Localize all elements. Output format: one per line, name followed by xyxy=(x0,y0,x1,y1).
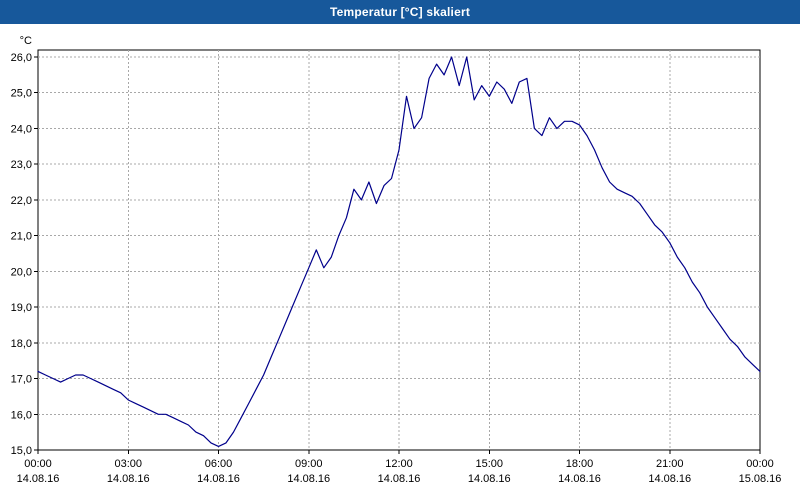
x-tick-date-label: 14.08.16 xyxy=(648,473,691,485)
x-tick-time-label: 15:00 xyxy=(475,458,503,470)
x-tick-time-label: 18:00 xyxy=(566,458,594,470)
y-tick-label: 22,0 xyxy=(11,195,32,207)
temperature-chart: 15,0 16,0 17,0 18,0 19,0 20,0 21,0 22,0 23,0 24,0… xyxy=(11,35,782,485)
y-tick-label: 25,0 xyxy=(11,88,32,100)
y-axis-unit-label: °C xyxy=(20,35,32,47)
y-tick-label: 26,0 xyxy=(11,52,32,64)
y-tick-label: 19,0 xyxy=(11,302,32,314)
x-tick-date-label: 15.08.16 xyxy=(739,473,782,485)
x-tick-date-label: 14.08.16 xyxy=(378,473,421,485)
y-tick-label: 24,0 xyxy=(11,123,32,135)
x-tick-time-label: 00:00 xyxy=(746,458,774,470)
y-tick-label: 15,0 xyxy=(11,445,32,457)
x-tick-time-label: 21:00 xyxy=(656,458,684,470)
y-tick-label: 20,0 xyxy=(11,266,32,278)
x-tick-date-label: 14.08.16 xyxy=(197,473,240,485)
temperature-series-line xyxy=(37,56,761,447)
x-tick-date-label: 14.08.16 xyxy=(107,473,150,485)
x-tick-time-label: 06:00 xyxy=(205,458,233,470)
x-tick-time-label: 00:00 xyxy=(24,458,52,470)
y-tick-label: 17,0 xyxy=(11,374,32,386)
title-bar: Temperatur [°C] skaliert xyxy=(0,0,800,24)
x-tick-date-label: 14.08.16 xyxy=(558,473,601,485)
chart-title: Temperatur [°C] skaliert xyxy=(329,5,471,19)
y-tick-label: 16,0 xyxy=(11,409,32,421)
y-tick-label: 18,0 xyxy=(11,338,32,350)
x-tick-time-label: 03:00 xyxy=(114,458,142,470)
x-tick-date-label: 14.08.16 xyxy=(287,473,330,485)
y-tick-label: 21,0 xyxy=(11,231,32,243)
x-tick-date-label: 14.08.16 xyxy=(17,473,60,485)
y-tick-label: 23,0 xyxy=(11,159,32,171)
x-tick-date-label: 14.08.16 xyxy=(468,473,511,485)
x-tick-time-label: 09:00 xyxy=(295,458,323,470)
x-tick-time-label: 12:00 xyxy=(385,458,413,470)
